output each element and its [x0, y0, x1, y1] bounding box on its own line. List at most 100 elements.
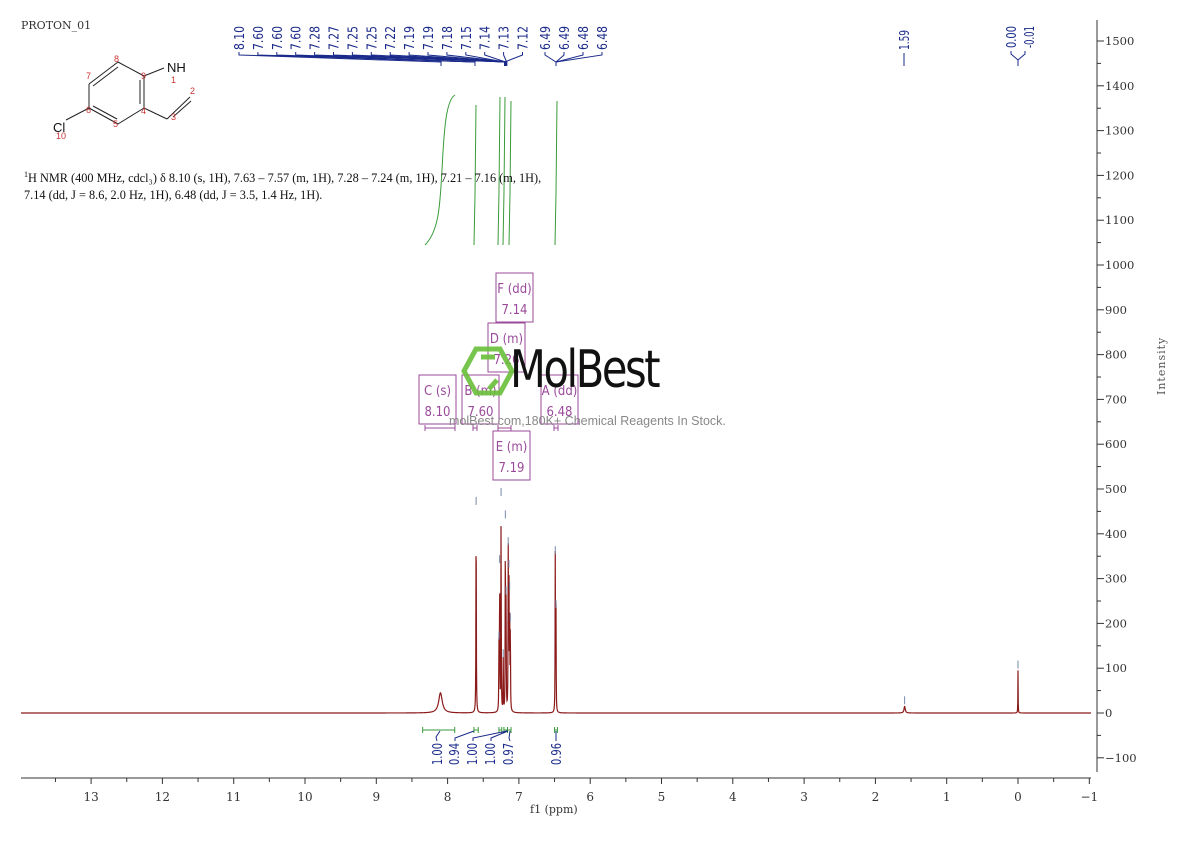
peak-label: 7.18 [441, 26, 456, 50]
y-tick-label: 1500 [1105, 34, 1134, 48]
nmr-description: 1H NMR (400 MHz, cdcl₃) δ 8.10 (s, 1H), … [24, 170, 542, 203]
multiplet-label: E (m) [496, 440, 528, 455]
x-tick-label: 1 [943, 790, 951, 804]
x-tick-label: 12 [155, 790, 170, 804]
integral-bar [554, 727, 558, 733]
svg-text:4: 4 [141, 106, 146, 116]
integral-bar [506, 727, 512, 733]
peak-label: 7.12 [517, 26, 532, 50]
y-tick-label: −100 [1105, 751, 1137, 765]
integral-value: 1.00 [431, 743, 446, 765]
x-axis-label: f1 (ppm) [530, 803, 578, 816]
x-tick-label: 5 [658, 790, 666, 804]
peak-label: 7.25 [346, 26, 361, 50]
y-axis-label: Intensity [1155, 336, 1168, 395]
multiplet-shift: 6.48 [546, 405, 572, 420]
multiplet-shift: 7.14 [501, 303, 527, 318]
atom-nh: NH [167, 60, 186, 75]
y-tick-label: 600 [1105, 437, 1127, 451]
molbest-logo-icon [461, 346, 515, 396]
peak-label: 6.49 [539, 26, 554, 50]
multiplet-label: A (dd) [542, 384, 578, 399]
integral-curves [424, 94, 558, 246]
multiplet-box [540, 374, 579, 425]
multiplet-box [495, 272, 534, 323]
x-tick-label: 2 [872, 790, 880, 804]
svg-text:3: 3 [171, 112, 176, 122]
svg-text:2: 2 [190, 86, 195, 96]
multiplet-label: C (s) [424, 384, 451, 399]
peak-label: 7.60 [271, 26, 286, 50]
x-tick-label: 7 [515, 790, 523, 804]
y-tick-label: 1200 [1105, 168, 1134, 182]
peak-label: 7.13 [498, 26, 513, 50]
peak-label: 8.10 [233, 26, 248, 50]
y-tick-label: 100 [1105, 661, 1127, 675]
y-tick-label: 1100 [1105, 213, 1134, 227]
peak-label: 7.14 [479, 26, 494, 50]
y-tick-label: 200 [1105, 616, 1127, 630]
x-tick-label: 6 [586, 790, 594, 804]
peak-label: 7.60 [290, 26, 305, 50]
integral-value: 1.00 [466, 743, 481, 765]
peak-label: 6.48 [596, 26, 611, 50]
peak-label: -0.01 [1023, 26, 1038, 48]
y-tick-label: 800 [1105, 348, 1127, 362]
peak-label: 0.00 [1005, 26, 1020, 48]
y-axis: −100 0 100 200 300 400 500 600 700 800 900 1000 1100… [1096, 20, 1137, 772]
integral-bar [422, 727, 456, 733]
multiplet-box [418, 374, 457, 425]
peak-label: 7.60 [252, 26, 267, 50]
x-tick-label: 11 [226, 790, 241, 804]
y-tick-label: 1400 [1105, 79, 1134, 93]
integral-value: 0.97 [502, 743, 517, 765]
watermark-brand: MolBest [510, 340, 661, 400]
multiplet-label: D (m) [490, 332, 523, 347]
y-tick-label: 1300 [1105, 124, 1134, 138]
x-tick-label: 0 [1014, 790, 1022, 804]
x-tick-label: −1 [1080, 790, 1098, 804]
x-tick-label: 3 [800, 790, 808, 804]
x-tick-label: 13 [83, 790, 98, 804]
peak-label: 7.19 [403, 26, 418, 50]
multiplet-box [461, 374, 500, 425]
integral-value: 1.00 [484, 743, 499, 765]
svg-text:5: 5 [113, 119, 118, 129]
multiplet-shift: 7.19 [498, 461, 524, 476]
multiplet-shift: 7.60 [467, 405, 493, 420]
x-axis: 13 12 11 10 9 8 7 6 5 4 3 2 1 0 −1 [21, 777, 1098, 804]
svg-text:10: 10 [56, 131, 66, 141]
x-tick-label: 8 [444, 790, 452, 804]
integral-bars: 1.00 0.94 1.00 1.00 0.97 0.96 [422, 727, 565, 765]
peak-label: 7.25 [365, 26, 380, 50]
y-tick-label: 300 [1105, 572, 1127, 586]
y-tick-label: 1000 [1105, 258, 1134, 272]
peak-label: 6.48 [577, 26, 592, 50]
molecule-atom-labels: NH Cl 1 2 3 4 5 6 7 8 9 10 [53, 54, 195, 141]
y-tick-label: 500 [1105, 482, 1127, 496]
multiplet-label: F (dd) [497, 282, 531, 297]
peak-label: 7.15 [460, 26, 475, 50]
spectrum-trace [21, 487, 1091, 714]
multiplet-shift: 8.10 [424, 405, 450, 420]
peak-label: 7.19 [422, 26, 437, 50]
integral-bar [473, 727, 479, 733]
integral-value: 0.96 [550, 743, 565, 765]
svg-text:7: 7 [86, 71, 91, 81]
x-tick-label: 9 [372, 790, 380, 804]
peak-label: 7.27 [328, 26, 343, 50]
spectrum-title: PROTON_01 [21, 19, 92, 32]
svg-text:6: 6 [86, 105, 91, 115]
atom-cl: Cl [53, 120, 65, 135]
x-tick-label: 10 [297, 790, 312, 804]
y-tick-label: 900 [1105, 303, 1127, 317]
y-tick-label: 400 [1105, 527, 1127, 541]
y-tick-label: 700 [1105, 392, 1127, 406]
peak-labels: 8.10 7.60 7.60 7.60 7.28 7.27 7.25 7.25 7.22 7.19… [233, 26, 1038, 66]
molecule-structure [65, 61, 192, 125]
peak-label: 7.22 [384, 26, 399, 50]
spectrum-line [21, 526, 1091, 714]
svg-text:1: 1 [171, 75, 176, 85]
svg-text:8: 8 [114, 54, 119, 64]
